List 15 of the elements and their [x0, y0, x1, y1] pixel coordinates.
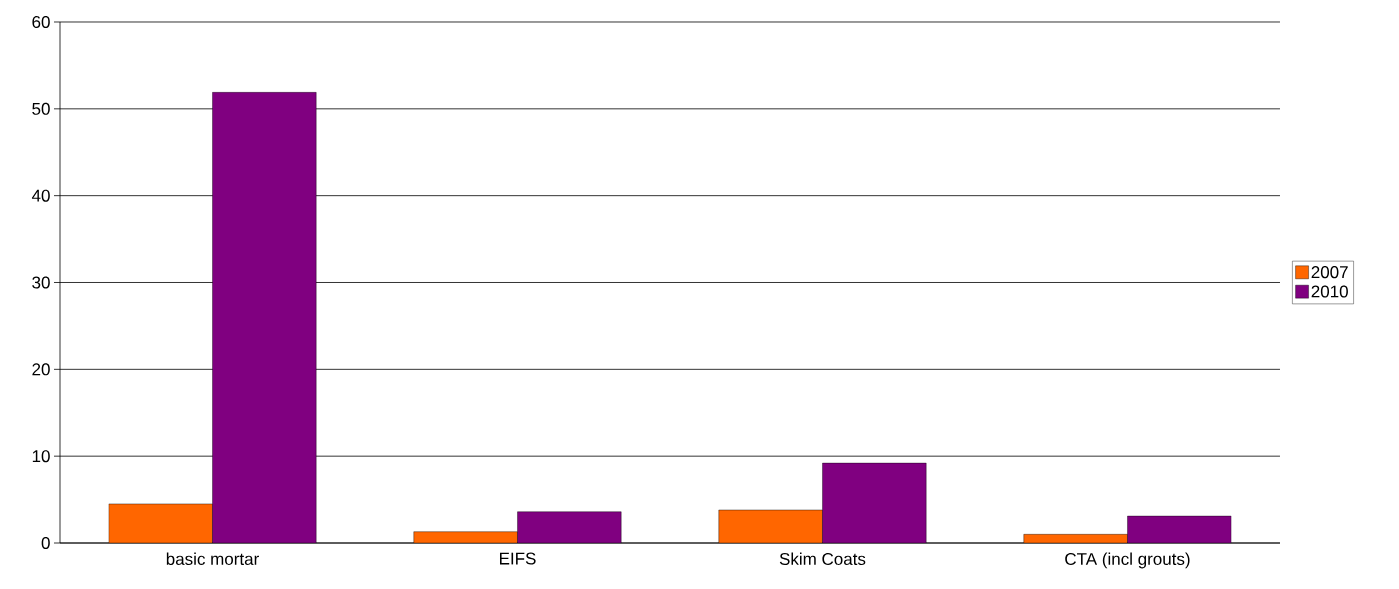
y-tick-label: 30 [32, 276, 50, 289]
y-tick-label: 40 [31, 189, 50, 202]
x-tick-label: basic mortar [166, 552, 259, 566]
y-tick-label: 20 [32, 363, 50, 376]
y-tick-label: 60 [32, 15, 50, 29]
y-tick-label: 10 [32, 450, 50, 463]
x-tick-label: Skim Coats [779, 552, 866, 566]
x-tick-label: CTA (incl grouts) [1065, 552, 1190, 569]
x-tick-label: EIFS [500, 552, 536, 565]
bar [718, 509, 823, 543]
legend-label: 2010 [1311, 285, 1348, 298]
bar [108, 503, 213, 543]
y-tick-label: 50 [32, 102, 50, 115]
legend-label: 2007 [1311, 266, 1348, 279]
y-tick-label: 0 [41, 536, 50, 550]
